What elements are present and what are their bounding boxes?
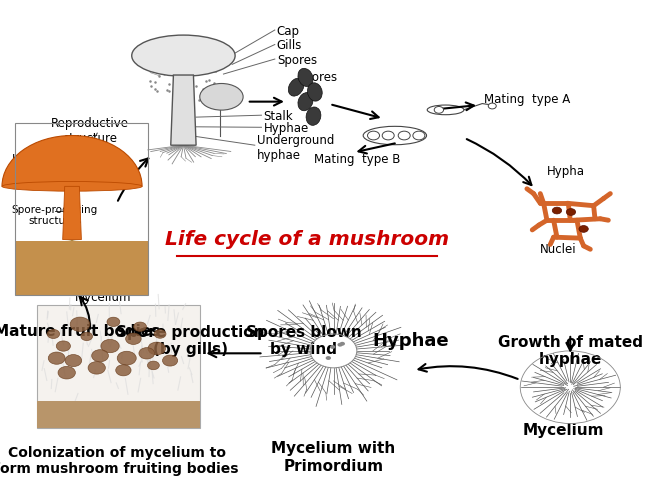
Ellipse shape <box>428 105 464 115</box>
Circle shape <box>70 317 90 332</box>
Ellipse shape <box>307 83 322 101</box>
Circle shape <box>147 361 159 370</box>
Circle shape <box>133 322 147 332</box>
Circle shape <box>488 103 496 109</box>
Text: Underground
hyphae: Underground hyphae <box>257 134 334 162</box>
Circle shape <box>65 355 81 366</box>
Ellipse shape <box>306 107 321 125</box>
Polygon shape <box>63 186 81 240</box>
FancyBboxPatch shape <box>37 305 200 428</box>
Circle shape <box>413 131 425 140</box>
Circle shape <box>330 345 336 349</box>
Circle shape <box>382 131 394 140</box>
Circle shape <box>148 342 165 355</box>
Text: Hyphae: Hyphae <box>12 153 57 166</box>
Circle shape <box>117 351 136 365</box>
Ellipse shape <box>200 83 243 110</box>
Circle shape <box>47 330 59 338</box>
Circle shape <box>566 209 576 215</box>
Circle shape <box>58 366 75 379</box>
Circle shape <box>338 343 343 347</box>
Text: Spores blown
by wind: Spores blown by wind <box>245 325 362 357</box>
Text: Hypha: Hypha <box>547 166 585 178</box>
Text: Growth of mated
hyphae: Growth of mated hyphae <box>498 335 643 367</box>
Text: Life cycle of a mushroom: Life cycle of a mushroom <box>165 230 449 249</box>
Text: Mature fruit bodies: Mature fruit bodies <box>0 324 160 339</box>
Text: Colonization of mycelium to
form mushroom fruiting bodies: Colonization of mycelium to form mushroo… <box>0 446 239 476</box>
Text: Spores: Spores <box>297 71 337 84</box>
Circle shape <box>116 365 131 376</box>
Ellipse shape <box>132 35 235 76</box>
Circle shape <box>107 317 120 327</box>
Ellipse shape <box>288 78 304 96</box>
Circle shape <box>325 356 331 360</box>
Wedge shape <box>2 136 142 186</box>
Text: Stalk: Stalk <box>263 110 293 122</box>
Circle shape <box>48 352 65 364</box>
Ellipse shape <box>363 126 427 145</box>
Text: Nuclei: Nuclei <box>540 243 577 256</box>
Ellipse shape <box>298 68 313 87</box>
Circle shape <box>91 349 109 362</box>
Text: Hyphae: Hyphae <box>263 122 309 135</box>
Circle shape <box>163 355 177 366</box>
Circle shape <box>579 226 588 232</box>
Text: Cap: Cap <box>277 25 299 38</box>
Circle shape <box>101 339 119 353</box>
Circle shape <box>154 330 166 338</box>
Polygon shape <box>171 75 196 145</box>
Text: Reproductive
structure: Reproductive structure <box>51 117 129 145</box>
Circle shape <box>368 131 380 140</box>
Ellipse shape <box>298 92 313 111</box>
FancyBboxPatch shape <box>15 241 148 295</box>
Text: Mycelium with
Primordium: Mycelium with Primordium <box>271 441 396 473</box>
Circle shape <box>398 131 410 140</box>
Circle shape <box>56 341 71 351</box>
Circle shape <box>139 348 155 359</box>
Text: Mating  type A: Mating type A <box>484 93 570 106</box>
Text: Spore production
(by gills): Spore production (by gills) <box>116 325 264 357</box>
Circle shape <box>340 342 345 346</box>
Ellipse shape <box>2 182 142 191</box>
Text: Hyphae: Hyphae <box>372 332 448 350</box>
Circle shape <box>88 362 105 374</box>
Text: Mycelium: Mycelium <box>75 291 131 304</box>
Text: Mycelium: Mycelium <box>523 424 604 438</box>
Text: Gills: Gills <box>277 40 302 52</box>
Circle shape <box>81 332 93 341</box>
Text: Spore-producing
structures: Spore-producing structures <box>11 205 98 226</box>
FancyBboxPatch shape <box>37 401 200 428</box>
Text: Mating  type B: Mating type B <box>313 153 400 166</box>
Circle shape <box>125 333 141 345</box>
Circle shape <box>434 106 444 113</box>
Circle shape <box>552 207 562 214</box>
Text: Spores: Spores <box>277 54 317 67</box>
